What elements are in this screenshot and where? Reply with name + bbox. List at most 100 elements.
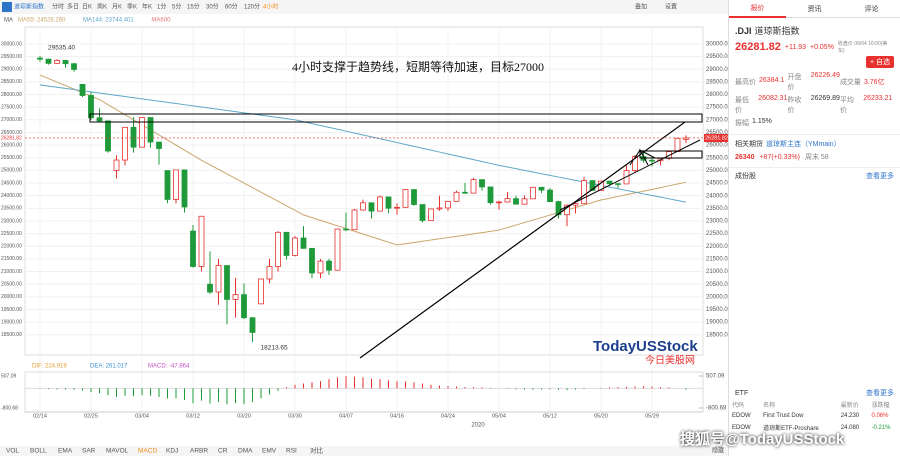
toolbar-button[interactable]: 设置	[665, 3, 677, 11]
hide-button[interactable]: 隐藏	[712, 447, 724, 455]
tab[interactable]: 1分	[157, 3, 166, 11]
candle-body	[530, 186, 536, 200]
tab[interactable]: 4小时	[263, 3, 278, 11]
stat: 最低价 26082.31	[735, 95, 787, 115]
tab[interactable]: 30分	[206, 3, 219, 11]
futures-change: +87(+0.33%)	[759, 153, 800, 161]
candle-body	[606, 180, 613, 185]
y-tick-label-left: 28500.00	[1, 79, 22, 85]
stat-label: 昨收价	[787, 97, 802, 114]
candle-body	[122, 126, 128, 161]
candle-body	[487, 186, 494, 204]
candle-body	[156, 141, 162, 149]
tab[interactable]: 60分	[225, 3, 238, 11]
futures-name[interactable]: 道琼斯主连（YMmain）	[766, 141, 841, 148]
candle-body	[504, 198, 511, 203]
x-tick-label: 03/12	[186, 413, 200, 419]
x-year: 2020	[471, 423, 485, 429]
y-tick-label: 21000.00	[706, 269, 728, 275]
tab[interactable]: 多日	[67, 3, 79, 11]
stat: 成交量 3.76亿	[840, 77, 892, 87]
stat: 开盘价 26226.49	[787, 72, 839, 92]
y-tick-label-left: 30000.00	[1, 41, 22, 47]
tab[interactable]: 周K	[97, 4, 107, 11]
y-tick-label: 18500.00	[706, 332, 728, 338]
y-tick-label: 23500.00	[706, 206, 728, 212]
candle-body	[436, 207, 443, 210]
etf: ETF 查看更多 代码 名称 最新价 涨跌幅 EDOW First Trust Dow 24.…	[729, 388, 900, 434]
tab[interactable]: 120分	[244, 3, 260, 11]
time: 收盘价 06/04 16:00(美东)	[837, 41, 888, 54]
y-tick-label: 26000.00	[706, 143, 728, 149]
more[interactable]: 查看更多	[866, 390, 894, 397]
candle-body	[360, 202, 366, 211]
tab[interactable]: 5分	[172, 3, 181, 11]
components: 成份股	[735, 173, 756, 180]
indicator-tab[interactable]: EMA	[58, 448, 73, 455]
etf-header-cell: 代码	[732, 403, 745, 409]
candle-body	[105, 120, 111, 152]
tab[interactable]: 评论	[843, 1, 900, 18]
last-price-label: 26281.82	[705, 135, 728, 141]
y-tick-label-left: 29500.00	[1, 54, 22, 60]
pattern	[629, 148, 656, 166]
indicator-tab[interactable]: EMV	[262, 448, 277, 455]
y-tick-label: 26500.00	[706, 130, 728, 136]
toolbar-button[interactable]: 叠加	[635, 3, 647, 11]
tab[interactable]: 月K	[112, 4, 122, 11]
indicator-tab[interactable]: VOL	[6, 448, 19, 455]
candle-body	[428, 208, 434, 221]
more[interactable]: 查看更多	[866, 173, 894, 180]
tab[interactable]: 资讯	[786, 1, 843, 18]
indicator-tab[interactable]: CR	[218, 448, 228, 455]
candle-body	[377, 196, 383, 212]
toolbar-title: 道琼斯指数	[14, 3, 44, 11]
x-tick-label: 04/07	[339, 413, 353, 419]
tab[interactable]: 报价	[729, 0, 786, 18]
candle-body	[71, 63, 77, 70]
y-tick-label: 23000.00	[706, 219, 728, 225]
candle-body	[241, 294, 247, 319]
y-tick-label-left: 18500.00	[1, 332, 22, 338]
etf-title: ETF	[735, 389, 749, 397]
stat: 最高价 26384.1	[735, 77, 787, 87]
indicator-tab[interactable]: ARBR	[190, 448, 208, 455]
ma-line	[39, 84, 687, 203]
candle-body	[547, 189, 553, 203]
etf-cell: -0.21%	[871, 424, 891, 431]
y-tick-label-left: 22000.00	[1, 244, 22, 250]
candle-body	[283, 231, 290, 256]
candle-body	[513, 198, 519, 205]
last-price-box	[704, 133, 728, 142]
tab[interactable]: 分时	[52, 3, 64, 11]
icon	[2, 2, 12, 12]
indicator-tab[interactable]: DMA	[238, 448, 253, 455]
tab[interactable]: 季K	[127, 3, 137, 11]
tab[interactable]: 15分	[187, 3, 200, 11]
x-tick-label: 04/24	[441, 413, 455, 419]
y-tick-label: 24500.00	[706, 181, 728, 187]
indicator-tab[interactable]: SAR	[82, 448, 96, 455]
indicator-tab[interactable]: RSI	[286, 448, 297, 455]
indicator-tab[interactable]: KDJ	[166, 448, 178, 455]
candle-body	[317, 260, 324, 274]
y-tick-label: 28500.00	[706, 79, 728, 85]
indicator-tab[interactable]: MACD	[138, 448, 157, 455]
indicator-tab[interactable]: BOLL	[30, 448, 47, 455]
candle-body	[62, 60, 69, 65]
tab[interactable]: 年K	[142, 3, 152, 11]
tab[interactable]: 日K	[82, 4, 92, 11]
indicator-tab[interactable]: 对比	[310, 446, 324, 455]
y-tick-label: 29000.00	[706, 67, 728, 73]
candle-body	[632, 156, 638, 171]
last-price-label-left: 26281.82	[1, 135, 22, 141]
y-tick-label: 25500.00	[706, 155, 728, 161]
etf-header-cell: 名称	[763, 403, 776, 409]
add-button[interactable]: + 自选	[865, 56, 894, 68]
indicator-tab[interactable]: MAVOL	[106, 448, 129, 455]
etf-header-cell: 涨跌幅	[871, 403, 890, 409]
candle-body	[173, 169, 179, 200]
y-tick-label: 27500.00	[706, 105, 728, 111]
x-tick-label: 05/12	[543, 413, 557, 419]
